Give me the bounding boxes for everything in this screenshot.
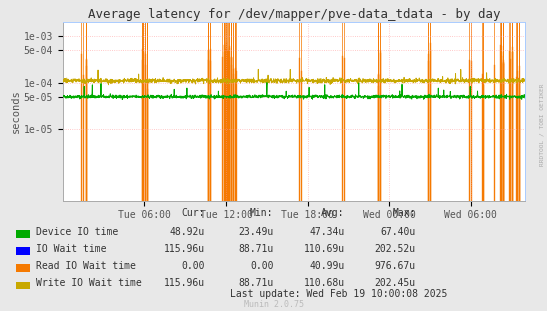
- Text: 48.92u: 48.92u: [170, 227, 205, 237]
- Text: 0.00: 0.00: [182, 261, 205, 271]
- Text: RRDTOOL / TOBI OETIKER: RRDTOOL / TOBI OETIKER: [539, 83, 544, 166]
- Text: 115.96u: 115.96u: [164, 244, 205, 254]
- Text: 0.00: 0.00: [250, 261, 274, 271]
- Text: 110.68u: 110.68u: [304, 278, 345, 288]
- Text: 88.71u: 88.71u: [238, 244, 274, 254]
- Text: 202.45u: 202.45u: [375, 278, 416, 288]
- Text: 23.49u: 23.49u: [238, 227, 274, 237]
- Text: Last update: Wed Feb 19 10:00:08 2025: Last update: Wed Feb 19 10:00:08 2025: [230, 289, 448, 299]
- Text: IO Wait time: IO Wait time: [36, 244, 106, 254]
- Text: Min:: Min:: [250, 208, 274, 218]
- Text: 40.99u: 40.99u: [310, 261, 345, 271]
- Text: 976.67u: 976.67u: [375, 261, 416, 271]
- Text: Read IO Wait time: Read IO Wait time: [36, 261, 136, 271]
- Text: 67.40u: 67.40u: [381, 227, 416, 237]
- Title: Average latency for /dev/mapper/pve-data_tdata - by day: Average latency for /dev/mapper/pve-data…: [88, 7, 501, 21]
- Text: Max:: Max:: [392, 208, 416, 218]
- Text: Write IO Wait time: Write IO Wait time: [36, 278, 141, 288]
- Text: 202.52u: 202.52u: [375, 244, 416, 254]
- Y-axis label: seconds: seconds: [11, 89, 21, 133]
- Text: Munin 2.0.75: Munin 2.0.75: [243, 300, 304, 309]
- Text: Avg:: Avg:: [321, 208, 345, 218]
- Text: 47.34u: 47.34u: [310, 227, 345, 237]
- Text: 88.71u: 88.71u: [238, 278, 274, 288]
- Text: Cur:: Cur:: [182, 208, 205, 218]
- Text: Device IO time: Device IO time: [36, 227, 118, 237]
- Text: 110.69u: 110.69u: [304, 244, 345, 254]
- Text: 115.96u: 115.96u: [164, 278, 205, 288]
